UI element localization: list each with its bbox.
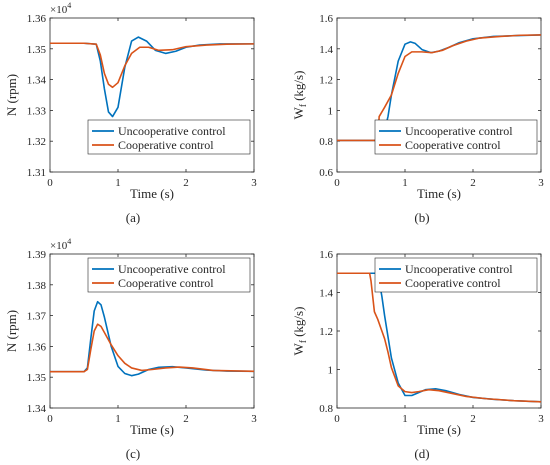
y-label-main: N (rpm) [4, 310, 19, 352]
exponent-power: 4 [67, 1, 71, 10]
x-tick-label: 1 [115, 177, 121, 189]
y-label-main: N (rpm) [4, 74, 19, 116]
y-tick-label: 1.6 [319, 249, 333, 261]
legend-box [87, 119, 251, 155]
x-tick-label: 3 [538, 177, 544, 189]
x-tick-label: 0 [47, 413, 53, 425]
y-axis-label: Wf (kg/s) [291, 71, 308, 120]
x-tick-label: 3 [251, 177, 257, 189]
y-tick-label: 1.2 [319, 326, 333, 338]
x-axis-label: Time (s) [417, 186, 461, 201]
legend-box [374, 257, 538, 293]
legend-box [87, 257, 251, 293]
y-tick-label: 1.4 [319, 288, 333, 300]
exponent-base: ×10 [50, 240, 68, 252]
legend-label-uncooperative: Uncooperative control [405, 124, 513, 138]
x-tick-label: 0 [334, 177, 340, 189]
legend-box [374, 119, 538, 155]
legend-label-cooperative: Cooperative control [118, 276, 214, 290]
y-tick-label: 1 [328, 105, 334, 117]
legend-label-cooperative: Cooperative control [405, 276, 501, 290]
panel-d: 0 1 2 3 0.8 1 1.2 1.4 1.6 Time (s) Wf (kg/s) Uncoop… [291, 249, 544, 461]
y-axis-label: N (rpm) [4, 310, 19, 352]
panel-caption: (d) [414, 446, 429, 461]
series-line-cooperative [50, 323, 254, 373]
y-tick-label: 0.6 [319, 167, 333, 179]
series-line-cooperative [337, 272, 541, 403]
x-tick-label: 3 [538, 413, 544, 425]
x-axis-label: Time (s) [130, 422, 174, 437]
legend-label-uncooperative: Uncooperative control [118, 262, 226, 276]
y-tick-label: 1.34 [27, 403, 47, 415]
y-tick-label: 0.8 [319, 403, 333, 415]
y-tick-label: 1.37 [27, 311, 47, 323]
y-label-subscript: f [298, 104, 308, 107]
y-tick-label: 0.8 [319, 136, 333, 148]
legend-label-cooperative: Cooperative control [405, 138, 501, 152]
legend-label-cooperative: Cooperative control [118, 138, 214, 152]
y-tick-label: 1.35 [27, 372, 47, 384]
panel-b: 0 1 2 3 0.6 0.8 1 1.2 1.4 1.6 Time (s) Wf (kg/s) Unc… [291, 13, 544, 225]
x-tick-label: 2 [470, 413, 476, 425]
legend-label-uncooperative: Uncooperative control [118, 124, 226, 138]
y-axis-label: N (rpm) [4, 74, 19, 116]
panel-a: 0 1 2 3 1.31 1.32 1.33 1.34 1.35 1.36×104 Time (s)… [4, 1, 257, 225]
x-tick-label: 2 [183, 177, 189, 189]
y-tick-label: 1.34 [27, 75, 47, 87]
exponent-power: 4 [67, 237, 71, 246]
x-axis-label: Time (s) [130, 186, 174, 201]
y-tick-label: 1.2 [319, 75, 333, 87]
y-label-unit: (kg/s) [291, 307, 306, 341]
y-tick-label: 1.38 [27, 280, 47, 292]
exponent-base: ×10 [50, 4, 68, 16]
x-axis-label: Time (s) [417, 422, 461, 437]
y-tick-label: 1.36 [27, 13, 47, 25]
x-tick-label: 0 [334, 413, 340, 425]
panel-caption: (b) [414, 210, 429, 225]
y-tick-label: 1.33 [27, 105, 47, 117]
y-label-main: W [291, 106, 306, 119]
panel-caption: (c) [126, 446, 140, 461]
y-label-unit: (kg/s) [291, 71, 306, 105]
x-tick-label: 1 [115, 413, 121, 425]
panel-caption: (a) [126, 210, 140, 225]
x-tick-label: 1 [402, 413, 408, 425]
y-tick-label: 1.6 [319, 13, 333, 25]
panel-c: 0 1 2 3 1.34 1.35 1.36 1.37 1.38 1.39×104 Time (s)… [4, 237, 257, 461]
axis-exponent: ×104 [50, 1, 71, 16]
y-label-subscript: f [298, 340, 308, 343]
x-tick-label: 3 [251, 413, 257, 425]
y-tick-label: 1 [328, 365, 334, 377]
x-tick-label: 2 [183, 413, 189, 425]
axis-exponent: ×104 [50, 237, 71, 252]
y-tick-label: 1.31 [27, 167, 46, 179]
y-tick-label: 1.36 [27, 341, 47, 353]
x-tick-label: 1 [402, 177, 408, 189]
series-line-cooperative [50, 42, 254, 89]
y-tick-label: 1.35 [27, 44, 47, 56]
y-tick-label: 1.32 [27, 136, 46, 148]
y-tick-label: 1.4 [319, 44, 333, 56]
legend-label-uncooperative: Uncooperative control [405, 262, 513, 276]
y-axis-label: Wf (kg/s) [291, 307, 308, 356]
y-tick-label: 1.39 [27, 249, 47, 261]
y-label-main: W [291, 342, 306, 355]
x-tick-label: 2 [470, 177, 476, 189]
x-tick-label: 0 [47, 177, 53, 189]
